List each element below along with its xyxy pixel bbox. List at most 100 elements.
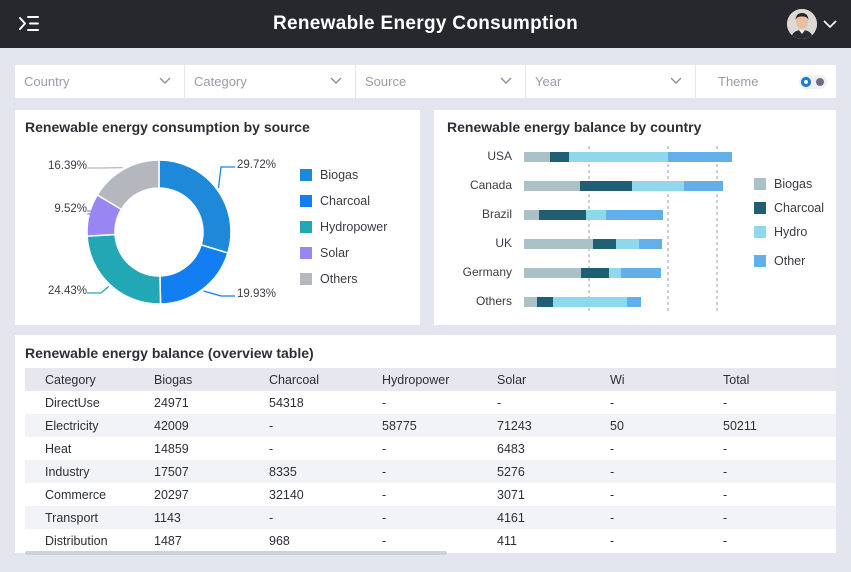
table-row[interactable]: Industry 17507 8335 - 5276 - - (25, 460, 836, 483)
year-select[interactable]: Year (526, 65, 696, 98)
table-cell: 54318 (269, 395, 304, 410)
legend-item-biogas[interactable]: Biogas (300, 168, 358, 182)
legend-item-other[interactable]: Other (754, 254, 805, 268)
bar-canada-biogas[interactable] (524, 181, 580, 191)
category-select[interactable]: Category (185, 65, 356, 98)
donut-slice-biogas[interactable] (158, 159, 232, 254)
table-row[interactable]: DirectUse 24971 54318 - - - - (25, 391, 836, 414)
bar-germany-hydro[interactable] (609, 268, 621, 278)
legend-label: Biogas (320, 168, 359, 182)
balance-chart-card: Renewable energy balance by country USA C… (434, 110, 836, 325)
horizontal-scrollbar[interactable] (25, 551, 447, 555)
table-cell: - (610, 533, 615, 548)
table-cell: Transport (45, 510, 99, 525)
donut-value-label: 29.72% (237, 159, 277, 171)
donut-chart-title: Renewable energy consumption by source (25, 119, 310, 135)
table-header-row: Category Biogas Charcoal Hydropower Solar Wi T… (25, 368, 836, 391)
table-cell: - (723, 510, 728, 525)
bar-others-biogas[interactable] (524, 297, 537, 307)
table-row[interactable]: Electricity 42009 - 58775 71243 50 50211 (25, 414, 836, 437)
bar-uk-other[interactable] (639, 239, 662, 249)
bar-category-label: Others (475, 294, 512, 308)
filter-bar: Country Category Source Year Theme (15, 65, 836, 98)
bar-germany-other[interactable] (621, 268, 661, 278)
bar-canada-charcoal[interactable] (580, 181, 632, 191)
table-cell: - (269, 418, 274, 433)
page-title: Renewable Energy Consumption (272, 13, 579, 34)
table-cell: 8335 (269, 464, 297, 479)
table-cell: Electricity (45, 418, 99, 433)
column-header[interactable]: Solar (497, 372, 527, 387)
bar-others-charcoal[interactable] (537, 297, 553, 307)
source-select[interactable]: Source (356, 65, 526, 98)
bar-category-label: Germany (462, 265, 512, 279)
donut-slice-others[interactable] (96, 159, 160, 211)
bar-germany-charcoal[interactable] (581, 268, 609, 278)
theme-toggle[interactable] (799, 75, 827, 89)
table-cell: 411 (497, 533, 517, 548)
bar-brazil-other[interactable] (606, 210, 663, 220)
donut-value-label: 16.39% (47, 160, 87, 172)
legend-swatch (754, 178, 766, 190)
donut-leader-line (217, 166, 235, 189)
table-row[interactable]: Distribution 1487 968 - 411 - - (25, 529, 836, 552)
table-row[interactable]: Commerce 20297 32140 - 3071 - - (25, 483, 836, 506)
column-header[interactable]: Category (45, 372, 96, 387)
bar-usa-other[interactable] (668, 152, 732, 162)
bar-canada-hydro[interactable] (632, 181, 684, 191)
country-select[interactable]: Country (15, 65, 185, 98)
legend-item-charcoal[interactable]: Charcoal (300, 194, 370, 208)
legend-item-hydropower[interactable]: Hydropower (300, 220, 387, 234)
legend-item-solar[interactable]: Solar (300, 246, 349, 260)
table-cell: - (610, 464, 615, 479)
bar-uk-charcoal[interactable] (593, 239, 616, 249)
bar-germany-biogas[interactable] (524, 268, 581, 278)
table-cell: - (723, 533, 728, 548)
table-cell: - (610, 395, 615, 410)
country-select-label: Country (24, 74, 70, 89)
legend-item-charcoal[interactable]: Charcoal (754, 201, 824, 215)
bar-brazil-hydro[interactable] (586, 210, 606, 220)
legend-item-biogas[interactable]: Biogas (754, 177, 812, 191)
legend-swatch (300, 195, 312, 207)
table-row[interactable]: Transport 1143 - - 4161 - - (25, 506, 836, 529)
legend-item-hydro[interactable]: Hydro (754, 225, 807, 239)
bar-others-other[interactable] (627, 297, 641, 307)
table-cell: - (723, 395, 728, 410)
donut-leader-line (203, 290, 235, 297)
legend-item-others[interactable]: Others (300, 272, 358, 286)
donut-leader-line (87, 210, 102, 215)
legend-label: Charcoal (320, 194, 371, 208)
bar-brazil-biogas[interactable] (524, 210, 539, 220)
bar-canada-other[interactable] (684, 181, 723, 191)
bar-uk-biogas[interactable] (524, 239, 593, 249)
sun-icon (801, 77, 811, 87)
table-row[interactable]: Heat 14859 - - 6483 - - (25, 437, 836, 460)
bar-uk-hydro[interactable] (616, 239, 639, 249)
column-header[interactable]: Wi (610, 372, 625, 387)
bar-usa-charcoal[interactable] (550, 152, 569, 162)
column-header[interactable]: Total (723, 372, 750, 387)
bar-brazil-charcoal[interactable] (539, 210, 586, 220)
table-cell: - (497, 395, 502, 410)
table-cell: DirectUse (45, 395, 100, 410)
user-menu[interactable] (787, 9, 837, 39)
menu-toggle-icon[interactable] (18, 14, 40, 34)
bar-category-label: UK (495, 236, 512, 250)
moon-icon (816, 78, 824, 86)
donut-value-label: 24.43% (47, 285, 87, 297)
table-cell: - (382, 510, 387, 525)
bar-usa-hydro[interactable] (569, 152, 668, 162)
avatar[interactable] (787, 9, 817, 39)
chevron-down-icon[interactable] (823, 19, 837, 29)
column-header[interactable]: Charcoal (269, 372, 320, 387)
table-cell: 1143 (154, 510, 181, 525)
table-cell: 3071 (497, 487, 525, 502)
table-cell: - (723, 464, 728, 479)
column-header[interactable]: Biogas (154, 372, 193, 387)
table-cell: Commerce (45, 487, 107, 502)
bar-others-hydro[interactable] (553, 297, 627, 307)
column-header[interactable]: Hydropower (382, 372, 450, 387)
bar-usa-biogas[interactable] (524, 152, 550, 162)
bar-category-label: Canada (469, 178, 512, 192)
